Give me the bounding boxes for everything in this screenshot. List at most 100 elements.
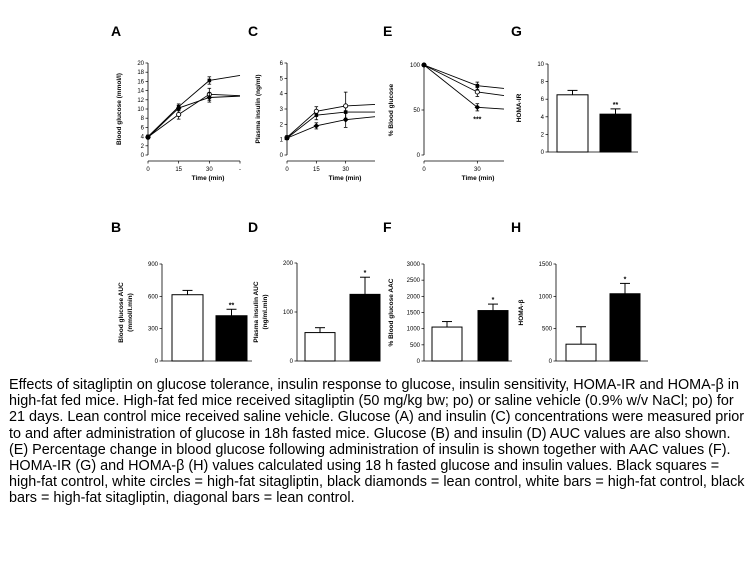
y-tick-label: 50 (413, 108, 420, 114)
y-axis-label: Blood glucose AUC (118, 282, 125, 343)
data-point-diamond (474, 104, 481, 111)
significance-label: ** (229, 302, 235, 309)
data-point-circle (313, 108, 319, 114)
y-axis-label-units: (mmol/l.min) (127, 293, 134, 332)
data-point-diamond (313, 123, 320, 129)
y-tick-label: 1000 (539, 294, 553, 300)
panel-e: E 0 50 100 % Blood glucose 0 30 Time (min) *** (383, 23, 505, 182)
data-point-circle (343, 103, 349, 109)
y-tick-label: 0 (290, 359, 294, 365)
y-tick-label: 4 (141, 135, 145, 141)
y-tick-label: 2500 (407, 278, 421, 284)
y-tick-label: 1000 (407, 327, 421, 333)
y-tick-label: 10 (137, 107, 144, 113)
data-point-diamond (421, 62, 427, 68)
bar (215, 315, 248, 362)
y-tick-label: 8 (141, 116, 145, 122)
panel-label: G (511, 23, 522, 39)
x-tick-label: - (239, 167, 241, 173)
panel-c: C 0 1 2 3 4 5 6 Plasma insulin (ng/ml) 0 15 30 Time … (248, 23, 376, 182)
x-tick-label: 30 (342, 167, 349, 173)
y-tick-label: 100 (410, 63, 421, 69)
y-tick-label: 20 (137, 61, 144, 67)
panel-b: B 0 300 600 900 Blood glucose AUC (mmol/l.min)… (111, 219, 252, 365)
bar (171, 294, 204, 362)
panel-label: H (511, 219, 521, 235)
y-tick-label: 200 (283, 261, 294, 267)
y-tick-label: 0 (541, 150, 545, 156)
y-tick-label: 6 (541, 97, 545, 103)
data-point-diamond (145, 134, 151, 141)
y-tick-label: 600 (148, 294, 159, 300)
x-tick-label: 15 (175, 167, 182, 173)
panel-label: F (383, 219, 392, 235)
y-tick-label: 300 (148, 327, 159, 333)
y-tick-label: 1500 (539, 262, 553, 268)
y-tick-label: 0 (417, 359, 421, 365)
bar (609, 293, 641, 362)
y-tick-label: 1 (280, 138, 284, 144)
panel-g: G 0 2 4 6 8 10 HOMA-IR ** (511, 23, 638, 156)
y-axis-label: Plasma insulin AUC (253, 281, 260, 342)
bar (599, 113, 632, 153)
x-tick-label: 0 (285, 167, 289, 173)
data-point-square (207, 78, 212, 83)
data-point-diamond (175, 105, 182, 111)
y-tick-label: 3 (280, 107, 284, 113)
data-point-diamond (284, 135, 290, 141)
x-tick-label: 15 (313, 167, 320, 173)
y-tick-label: 10 (537, 62, 544, 68)
x-tick-label: 30 (206, 167, 213, 173)
y-tick-label: 3000 (407, 262, 421, 268)
y-tick-label: 4 (541, 115, 545, 121)
data-point-diamond (206, 94, 213, 101)
bar (349, 293, 381, 362)
panel-d: D 0 100 200 Plasma insulin AUC (ng/ml.min) * (248, 219, 381, 365)
series-line (147, 95, 241, 138)
bar (565, 343, 597, 362)
figure-caption: Effects of sitagliptin on glucose tolera… (9, 377, 745, 507)
y-axis-label: HOMA-β (518, 299, 525, 325)
panel-label: E (383, 23, 392, 39)
bar (477, 310, 509, 362)
series-line (147, 74, 241, 137)
series-line (286, 103, 376, 138)
y-tick-label: 1500 (407, 311, 421, 317)
y-tick-label: 4 (280, 92, 284, 98)
y-axis-label-units: (ng/ml.min) (262, 294, 269, 329)
y-tick-label: 6 (280, 61, 284, 67)
panel-label: A (111, 23, 121, 39)
y-tick-label: 0 (155, 359, 159, 365)
y-axis-label: % Blood glucose (388, 83, 395, 136)
y-tick-label: 100 (283, 310, 294, 316)
y-axis-label: Blood glucose (mmol/l) (116, 73, 123, 145)
panel-a: A 0 2 4 6 8 10 12 14 16 18 20 Blood glucose (mmol/l)… (111, 23, 241, 182)
x-tick-label: 0 (422, 167, 426, 173)
y-tick-label: 0 (549, 359, 553, 365)
data-point-circle (474, 89, 480, 95)
x-axis-label: Time (min) (192, 175, 225, 182)
series-line (286, 111, 375, 139)
y-axis-label: Plasma insulin (ng/ml) (255, 75, 262, 144)
bar (556, 94, 589, 153)
y-tick-label: 2 (280, 122, 284, 128)
y-tick-label: 14 (137, 89, 144, 95)
panel-label: B (111, 219, 121, 235)
x-axis-label: Time (min) (462, 175, 495, 182)
series-line (286, 116, 376, 139)
bar (304, 332, 336, 362)
y-tick-label: 500 (410, 343, 421, 349)
panel-h: H 0 500 1000 1500 HOMA-β * (511, 219, 648, 365)
y-tick-label: 2000 (407, 294, 421, 300)
significance-label: ** (613, 102, 619, 109)
significance-label: * (492, 297, 495, 304)
x-tick-label: 0 (146, 167, 150, 173)
y-tick-label: 2 (141, 144, 145, 150)
y-tick-label: 500 (542, 327, 553, 333)
y-tick-label: 2 (541, 132, 545, 138)
y-tick-label: 12 (137, 98, 144, 104)
data-point-square (475, 83, 480, 88)
y-tick-label: 900 (148, 262, 159, 268)
y-tick-label: 8 (541, 80, 545, 86)
